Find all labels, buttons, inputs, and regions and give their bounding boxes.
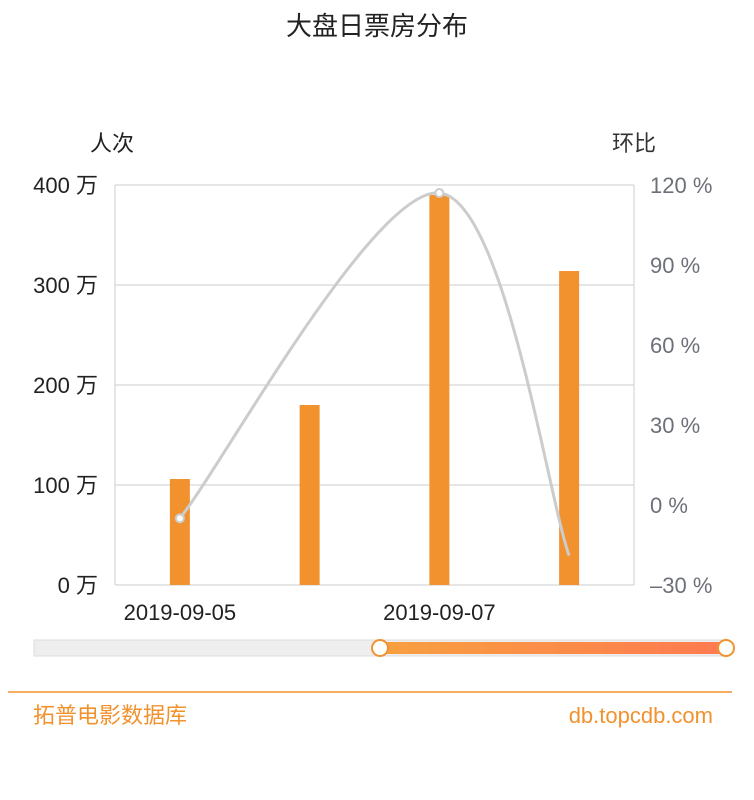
zoom-selected-range[interactable] [380,642,726,654]
left-axis-ticks: 0 万 100 万 200 万 300 万 400 万 [33,173,98,598]
left-tick-label-1: 100 万 [33,473,98,498]
zoom-handle-end[interactable] [717,639,735,657]
bar-2019-09-07[interactable] [429,195,450,585]
grid-lines [114,184,635,586]
left-tick-label-0: 0 万 [58,573,98,598]
right-tick-label-2: 30 % [650,413,700,438]
footer-site-link[interactable]: db.topcdb.com [569,703,713,728]
x-tick-label-1: 2019-09-07 [383,600,496,625]
footer-brand[interactable]: 拓普电影数据库 [33,703,187,728]
data-zoom-slider[interactable] [33,639,735,657]
right-axis-ticks: –30 % 0 % 30 % 60 % 90 % 120 % [650,173,712,598]
right-axis-name: 环比 [612,131,656,156]
right-tick-label-3: 60 % [650,333,700,358]
ratio-point-2019-09-05[interactable] [174,513,185,524]
ratio-point-2019-09-07[interactable] [434,188,445,198]
bar-series [169,195,580,585]
ratio-line-series [174,188,571,557]
x-tick-label-0: 2019-09-05 [124,600,237,625]
left-tick-label-3: 300 万 [33,273,98,298]
left-axis-name: 人次 [90,131,134,156]
right-tick-label-5: 120 % [650,173,712,198]
right-tick-label-1: 0 % [650,493,688,518]
bar-2019-09-06[interactable] [299,405,320,585]
right-tick-label-0: –30 % [650,573,712,598]
left-tick-label-2: 200 万 [33,373,98,398]
x-axis-ticks: 2019-09-05 2019-09-07 [124,600,496,625]
chart-title: 大盘日票房分布 [286,11,468,41]
bar-2019-09-05[interactable] [169,479,190,585]
ratio-line [178,191,571,557]
zoom-handle-start[interactable] [371,639,389,657]
bar-2019-09-08[interactable] [559,271,580,585]
right-tick-label-4: 90 % [650,253,700,278]
left-tick-label-4: 400 万 [33,173,98,198]
